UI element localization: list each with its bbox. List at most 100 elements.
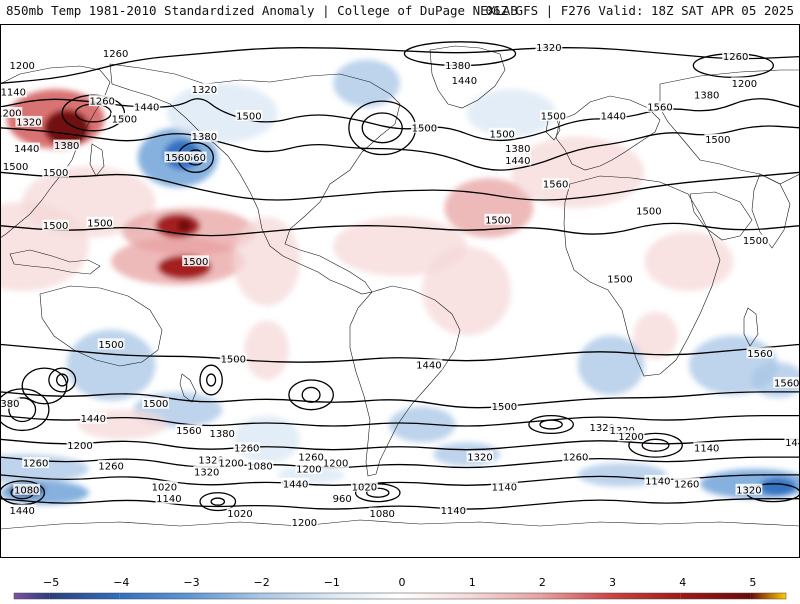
height-contour [0,125,800,171]
svg-text:1140: 1140 [492,482,517,493]
svg-text:1200: 1200 [296,465,321,476]
svg-text:1200: 1200 [0,109,22,120]
colorbar-bars [13,592,787,600]
contour-label: 1440 [133,101,161,114]
svg-text:1200: 1200 [218,459,243,470]
contour-label: 1320 [735,483,763,496]
coastline-antarctica [0,519,800,530]
contour-label: 1440 [784,436,800,449]
svg-text:1440: 1440 [81,414,106,425]
contour-label: 1140 [155,492,183,505]
contour-labels: 1260120011401260144012001320150013801440… [0,41,800,529]
anomaly-area [577,335,645,395]
height-contour [0,47,800,84]
svg-text:1200: 1200 [618,432,643,443]
coastline-new-zealand [179,373,197,403]
contour-label: 1500 [86,216,114,229]
coastline-asia-east [659,69,800,185]
svg-text:1440: 1440 [134,103,159,114]
contour-label: 1440 [13,142,41,155]
anomaly-area [333,216,467,277]
contour-label: 1260 [97,460,125,473]
svg-text:1320: 1320 [16,117,41,128]
anomaly-area [177,219,192,232]
svg-text:1320: 1320 [736,485,761,496]
contour-label: 1380 [53,139,81,152]
contour-label: 1500 [111,112,138,125]
anomaly-area [422,246,512,336]
svg-text:1080: 1080 [14,485,39,496]
contour-label: 1500 [219,353,247,366]
colorbar-segment [540,593,611,599]
svg-text:1500: 1500 [221,355,246,366]
svg-text:1500: 1500 [3,162,28,173]
contour-label: 1560 [646,101,674,114]
height-contours [0,41,800,512]
contour-label: 1140 [693,442,721,455]
colorbar-segment [470,593,541,599]
anomaly-area [166,83,278,143]
colorbar-tick-label: −4 [113,576,129,589]
colorbar-scale: −5 −4 −3 −2 −1 0 1 2 3 4 5 [13,576,787,600]
svg-text:1380: 1380 [192,132,217,143]
contour-label: 1500 [488,127,516,140]
header-title: 850mb Temp 1981-2010 Standardized Anomal… [6,3,518,18]
svg-text:1500: 1500 [43,221,68,232]
contour-label: 1320 [15,115,43,128]
coastlines [0,45,800,530]
svg-text:1320: 1320 [192,85,217,96]
contour-label: 1200 [617,430,645,443]
coastline-indonesia [9,249,101,275]
svg-text:1320: 1320 [536,43,561,54]
contour-label: 1440 [282,477,309,490]
contour-label: 1260 [673,477,701,490]
anomaly-area [644,231,734,291]
contour-label: 1020 [226,507,254,520]
svg-text:1560: 1560 [647,103,672,114]
svg-text:1380: 1380 [445,61,470,72]
contour-label: 1200 [8,59,36,72]
map-panel: 1260120011401260144012001320150013801440… [0,24,800,558]
svg-text:1440: 1440 [416,361,441,372]
svg-text:1080: 1080 [369,509,394,520]
coastline-india [751,173,791,249]
coastline-south-america [349,285,461,477]
contour-label: 1560 [542,178,569,191]
height-contour [0,498,800,510]
svg-text:1380: 1380 [209,429,234,440]
contour-label: 1440 [415,359,443,372]
svg-text:1500: 1500 [98,340,123,351]
contour-label: 1440 [8,504,36,517]
svg-text:1080: 1080 [247,462,272,473]
svg-text:1260: 1260 [234,444,259,455]
anomaly-area [44,110,89,146]
contour-label: 1200 [731,77,758,90]
closed-height-contour [199,492,237,512]
svg-text:1260: 1260 [23,459,48,470]
svg-text:1500: 1500 [489,129,514,140]
contour-label: 1440 [599,110,627,123]
contour-label: 1380 [191,130,218,143]
svg-text:1020: 1020 [227,509,252,520]
svg-text:1500: 1500 [743,236,768,247]
svg-text:1260: 1260 [723,52,748,63]
colorbar-tick-label: −5 [43,576,59,589]
svg-text:1320: 1320 [194,468,219,479]
svg-text:1200: 1200 [323,459,348,470]
coastline-madagascar [743,307,759,347]
contour-label: 1380 [208,427,236,440]
svg-text:1500: 1500 [143,399,168,410]
svg-text:1320: 1320 [198,456,223,467]
svg-text:1380: 1380 [505,144,530,155]
svg-text:1440: 1440 [785,438,800,449]
svg-text:1440: 1440 [601,112,626,123]
contour-label: 1440 [79,412,107,425]
svg-text:1140: 1140 [441,506,466,517]
svg-text:1380: 1380 [0,399,19,410]
coastline-africa [563,175,721,377]
closed-height-contour [8,397,37,423]
contour-label: 1200 [66,439,94,452]
svg-text:1500: 1500 [492,402,517,413]
contour-label: 1380 [504,142,532,155]
contour-label: 1080 [246,460,274,473]
